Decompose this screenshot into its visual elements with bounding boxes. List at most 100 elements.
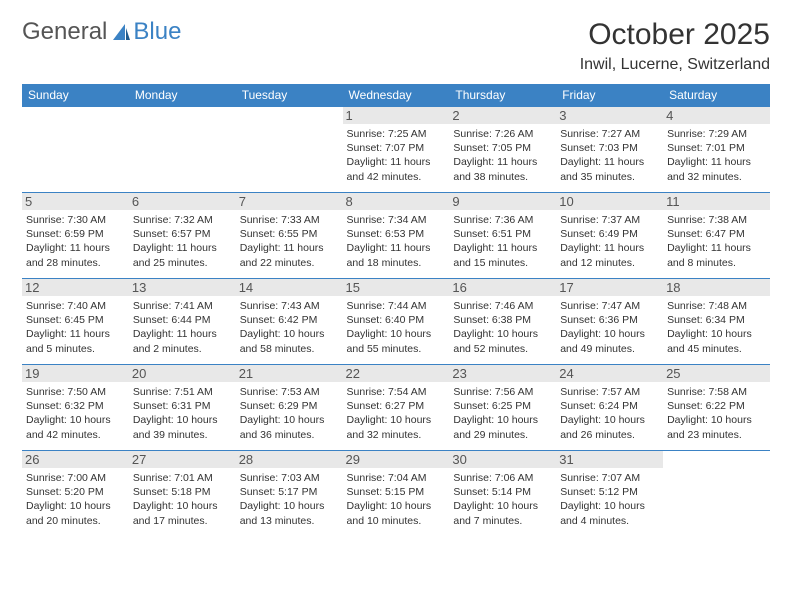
day-details: Sunrise: 7:38 AMSunset: 6:47 PMDaylight:…: [667, 213, 766, 270]
empty-cell: [663, 451, 770, 537]
day-cell: 3Sunrise: 7:27 AMSunset: 7:03 PMDaylight…: [556, 107, 663, 193]
day-details: Sunrise: 7:34 AMSunset: 6:53 PMDaylight:…: [347, 213, 446, 270]
day-cell: 19Sunrise: 7:50 AMSunset: 6:32 PMDayligh…: [22, 365, 129, 451]
day-cell: 15Sunrise: 7:44 AMSunset: 6:40 PMDayligh…: [343, 279, 450, 365]
detail-line: and 36 minutes.: [240, 428, 339, 442]
day-details: Sunrise: 7:51 AMSunset: 6:31 PMDaylight:…: [133, 385, 232, 442]
detail-line: Sunrise: 7:44 AM: [347, 299, 446, 313]
detail-line: and 7 minutes.: [453, 514, 552, 528]
detail-line: Sunset: 6:40 PM: [347, 313, 446, 327]
day-details: Sunrise: 7:54 AMSunset: 6:27 PMDaylight:…: [347, 385, 446, 442]
detail-line: and 2 minutes.: [133, 342, 232, 356]
detail-line: Sunset: 6:22 PM: [667, 399, 766, 413]
detail-line: Sunset: 5:20 PM: [26, 485, 125, 499]
logo-sail-icon: [111, 22, 131, 42]
day-details: Sunrise: 7:44 AMSunset: 6:40 PMDaylight:…: [347, 299, 446, 356]
day-details: Sunrise: 7:27 AMSunset: 7:03 PMDaylight:…: [560, 127, 659, 184]
day-number: 27: [129, 451, 236, 468]
detail-line: Sunset: 5:17 PM: [240, 485, 339, 499]
detail-line: Sunrise: 7:34 AM: [347, 213, 446, 227]
day-details: Sunrise: 7:07 AMSunset: 5:12 PMDaylight:…: [560, 471, 659, 528]
detail-line: and 32 minutes.: [667, 170, 766, 184]
day-number: 25: [663, 365, 770, 382]
detail-line: Daylight: 11 hours: [240, 241, 339, 255]
day-number: 30: [449, 451, 556, 468]
day-number: 20: [129, 365, 236, 382]
detail-line: Daylight: 10 hours: [347, 499, 446, 513]
logo-text-blue: Blue: [133, 18, 181, 46]
day-number: 29: [343, 451, 450, 468]
detail-line: Sunrise: 7:46 AM: [453, 299, 552, 313]
detail-line: Sunset: 7:03 PM: [560, 141, 659, 155]
detail-line: Daylight: 10 hours: [26, 499, 125, 513]
day-details: Sunrise: 7:04 AMSunset: 5:15 PMDaylight:…: [347, 471, 446, 528]
detail-line: and 17 minutes.: [133, 514, 232, 528]
day-header-row: SundayMondayTuesdayWednesdayThursdayFrid…: [22, 84, 770, 107]
day-number: 13: [129, 279, 236, 296]
detail-line: Daylight: 11 hours: [560, 155, 659, 169]
detail-line: Sunset: 6:53 PM: [347, 227, 446, 241]
detail-line: and 12 minutes.: [560, 256, 659, 270]
detail-line: Daylight: 10 hours: [453, 413, 552, 427]
day-details: Sunrise: 7:46 AMSunset: 6:38 PMDaylight:…: [453, 299, 552, 356]
week-row: 1Sunrise: 7:25 AMSunset: 7:07 PMDaylight…: [22, 107, 770, 193]
detail-line: and 25 minutes.: [133, 256, 232, 270]
day-cell: 16Sunrise: 7:46 AMSunset: 6:38 PMDayligh…: [449, 279, 556, 365]
day-details: Sunrise: 7:37 AMSunset: 6:49 PMDaylight:…: [560, 213, 659, 270]
detail-line: and 5 minutes.: [26, 342, 125, 356]
day-cell: 30 Sunrise: 7:06 AMSunset: 5:14 PMDayligh…: [449, 451, 556, 537]
day-number: 19: [22, 365, 129, 382]
day-details: Sunrise: 7:29 AMSunset: 7:01 PMDaylight:…: [667, 127, 766, 184]
header: General Blue October 2025 Inwil, Lucerne…: [22, 18, 770, 74]
day-cell: 12Sunrise: 7:40 AMSunset: 6:45 PMDayligh…: [22, 279, 129, 365]
day-header: Friday: [556, 84, 663, 107]
detail-line: Sunrise: 7:26 AM: [453, 127, 552, 141]
detail-line: Daylight: 10 hours: [347, 413, 446, 427]
detail-line: and 58 minutes.: [240, 342, 339, 356]
day-cell: 2Sunrise: 7:26 AMSunset: 7:05 PMDaylight…: [449, 107, 556, 193]
day-cell: 5Sunrise: 7:30 AMSunset: 6:59 PMDaylight…: [22, 193, 129, 279]
day-header: Monday: [129, 84, 236, 107]
day-number: 7: [236, 193, 343, 210]
detail-line: Sunrise: 7:43 AM: [240, 299, 339, 313]
detail-line: Sunset: 6:38 PM: [453, 313, 552, 327]
day-cell: 23Sunrise: 7:56 AMSunset: 6:25 PMDayligh…: [449, 365, 556, 451]
day-details: Sunrise: 7:06 AMSunset: 5:14 PMDaylight:…: [453, 471, 552, 528]
detail-line: and 26 minutes.: [560, 428, 659, 442]
detail-line: Sunrise: 7:40 AM: [26, 299, 125, 313]
day-header: Tuesday: [236, 84, 343, 107]
detail-line: and 55 minutes.: [347, 342, 446, 356]
detail-line: Sunset: 7:07 PM: [347, 141, 446, 155]
detail-line: Sunrise: 7:33 AM: [240, 213, 339, 227]
detail-line: Sunrise: 7:37 AM: [560, 213, 659, 227]
detail-line: Daylight: 11 hours: [26, 327, 125, 341]
day-details: Sunrise: 7:40 AMSunset: 6:45 PMDaylight:…: [26, 299, 125, 356]
day-details: Sunrise: 7:43 AMSunset: 6:42 PMDaylight:…: [240, 299, 339, 356]
detail-line: Sunset: 5:15 PM: [347, 485, 446, 499]
detail-line: Sunset: 5:18 PM: [133, 485, 232, 499]
detail-line: Sunset: 5:12 PM: [560, 485, 659, 499]
detail-line: and 32 minutes.: [347, 428, 446, 442]
calendar-body: 1Sunrise: 7:25 AMSunset: 7:07 PMDaylight…: [22, 107, 770, 537]
day-number: 26: [22, 451, 129, 468]
day-number: 31: [556, 451, 663, 468]
day-number: 1: [343, 107, 450, 124]
detail-line: Sunrise: 7:04 AM: [347, 471, 446, 485]
day-number: 17: [556, 279, 663, 296]
title-block: October 2025 Inwil, Lucerne, Switzerland: [580, 18, 770, 74]
detail-line: and 15 minutes.: [453, 256, 552, 270]
detail-line: Sunset: 6:57 PM: [133, 227, 232, 241]
day-cell: 8Sunrise: 7:34 AMSunset: 6:53 PMDaylight…: [343, 193, 450, 279]
detail-line: Sunrise: 7:41 AM: [133, 299, 232, 313]
day-cell: 13Sunrise: 7:41 AMSunset: 6:44 PMDayligh…: [129, 279, 236, 365]
detail-line: Sunset: 6:27 PM: [347, 399, 446, 413]
detail-line: and 28 minutes.: [26, 256, 125, 270]
detail-line: Daylight: 11 hours: [453, 155, 552, 169]
detail-line: and 22 minutes.: [240, 256, 339, 270]
detail-line: Sunset: 6:29 PM: [240, 399, 339, 413]
detail-line: Daylight: 11 hours: [347, 241, 446, 255]
detail-line: Daylight: 10 hours: [240, 499, 339, 513]
detail-line: Sunrise: 7:29 AM: [667, 127, 766, 141]
detail-line: and 4 minutes.: [560, 514, 659, 528]
day-details: Sunrise: 7:26 AMSunset: 7:05 PMDaylight:…: [453, 127, 552, 184]
